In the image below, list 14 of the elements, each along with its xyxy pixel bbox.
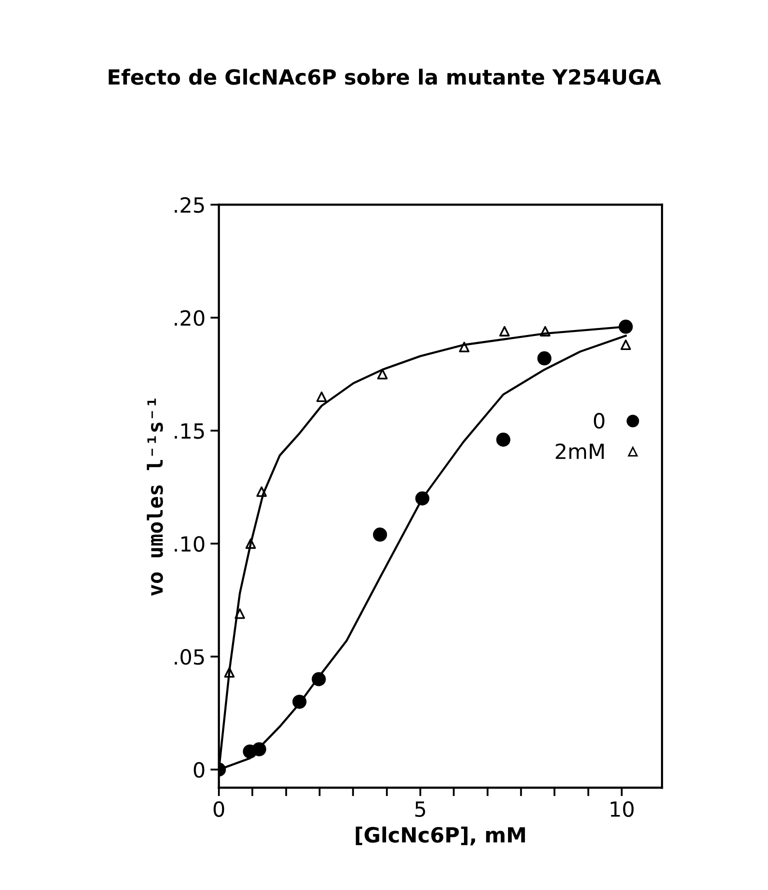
y-tick-label: .10 <box>174 536 204 552</box>
x-tick-label: 10 <box>610 801 634 817</box>
y-tick-label: .05 <box>174 649 204 665</box>
x-tick-label: 0 <box>214 801 224 817</box>
x-axis-title: [GlcNc6P], mM <box>356 826 525 846</box>
y-tick-label: .20 <box>174 310 204 326</box>
y-tick-label: .25 <box>174 197 204 213</box>
y-tick-label: .15 <box>174 423 204 439</box>
chart-title: Efecto de GlcNAc6P sobre la mutante Y254UGA <box>108 68 662 85</box>
y-tick-label: 0 <box>194 762 204 778</box>
legend-label: 0 <box>594 412 604 429</box>
x-tick-label: 5 <box>415 801 426 817</box>
legend-label: 2mM <box>556 443 604 459</box>
y-axis-title: vo umoles l⁻¹s⁻¹ <box>146 398 163 596</box>
